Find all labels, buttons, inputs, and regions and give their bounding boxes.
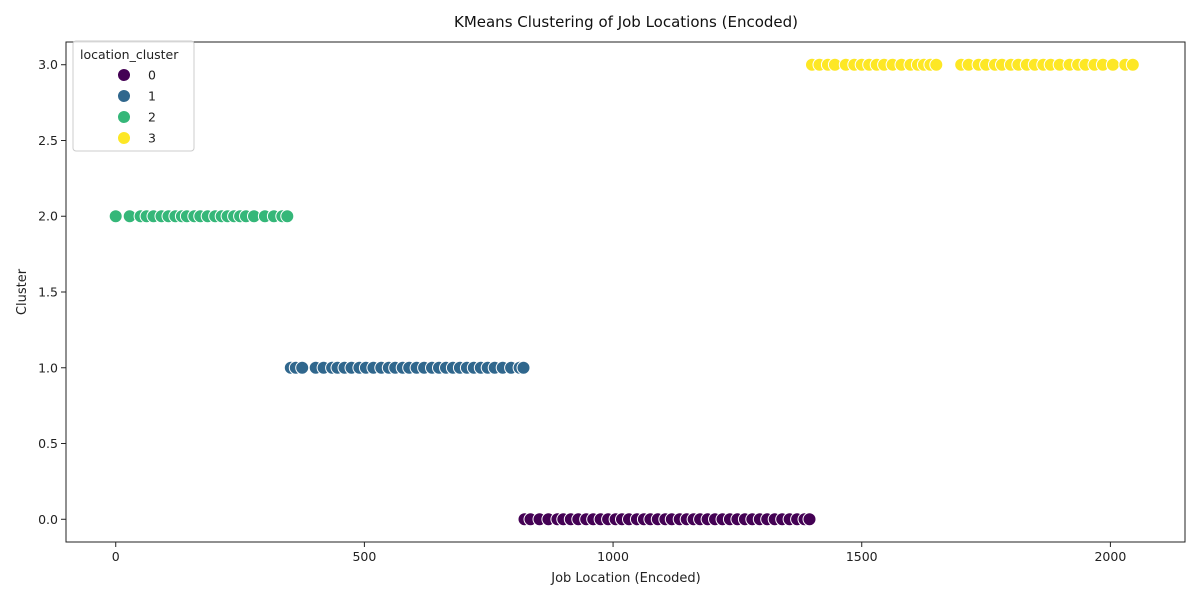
x-tick-label: 1500 — [846, 549, 878, 564]
point-cluster-3 — [1105, 57, 1120, 72]
legend-marker-1 — [117, 89, 131, 103]
legend-label-2: 2 — [148, 110, 156, 125]
legend: location_cluster 0 1 2 3 — [72, 40, 195, 152]
legend-marker-0 — [117, 68, 131, 82]
x-axis: 0 500 1000 1500 2000 — [112, 542, 1126, 564]
y-tick-label: 2.5 — [38, 133, 58, 148]
legend-label-1: 1 — [148, 89, 156, 104]
point-cluster-3 — [1125, 57, 1140, 72]
y-tick-label: 1.5 — [38, 285, 58, 300]
legend-marker-3 — [117, 131, 131, 145]
point-cluster-2 — [280, 209, 295, 224]
point-cluster-3 — [929, 57, 944, 72]
data-points — [108, 57, 1140, 527]
y-tick-label: 2.0 — [38, 209, 58, 224]
chart-title: KMeans Clustering of Job Locations (Enco… — [454, 13, 798, 31]
y-tick-label: 1.0 — [38, 360, 58, 375]
x-axis-label: Job Location (Encoded) — [550, 571, 701, 586]
x-tick-label: 1000 — [597, 549, 629, 564]
x-tick-label: 0 — [112, 549, 120, 564]
legend-label-3: 3 — [148, 131, 156, 146]
y-tick-label: 0.0 — [38, 512, 58, 527]
legend-label-0: 0 — [148, 68, 156, 83]
y-tick-label: 0.5 — [38, 436, 58, 451]
y-tick-label: 3.0 — [38, 57, 58, 72]
x-tick-label: 500 — [352, 549, 376, 564]
point-cluster-1 — [516, 360, 531, 375]
point-cluster-1 — [295, 360, 310, 375]
point-cluster-0 — [802, 512, 817, 527]
x-tick-label: 2000 — [1094, 549, 1126, 564]
legend-box — [72, 40, 195, 152]
y-axis-label: Cluster — [15, 268, 30, 315]
y-axis: 0.0 0.5 1.0 1.5 2.0 2.5 3.0 — [38, 57, 66, 527]
legend-title: location_cluster — [80, 47, 179, 62]
legend-marker-2 — [117, 110, 131, 124]
point-cluster-2 — [108, 209, 123, 224]
